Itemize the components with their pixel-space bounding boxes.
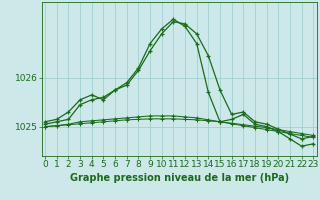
X-axis label: Graphe pression niveau de la mer (hPa): Graphe pression niveau de la mer (hPa) [70, 173, 289, 183]
